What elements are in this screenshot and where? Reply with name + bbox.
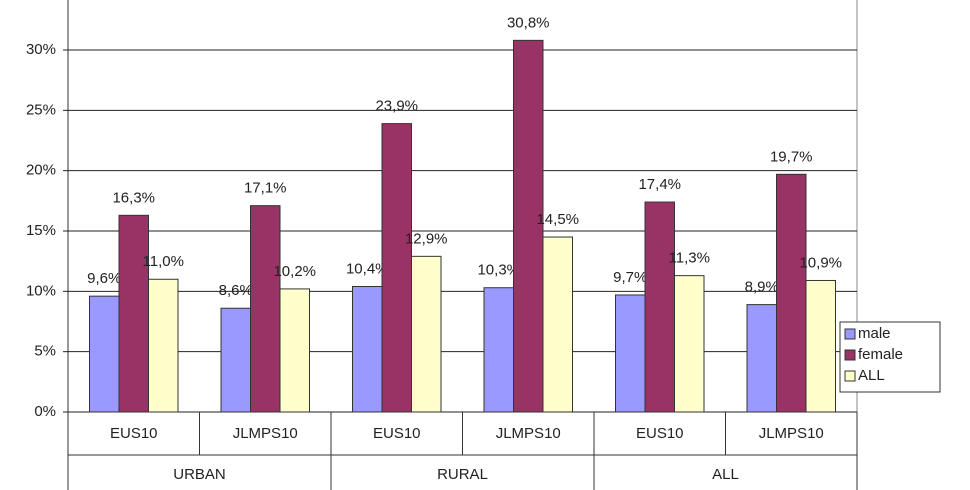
x-tick-label: JLMPS10 xyxy=(233,425,298,442)
y-tick-label: 15% xyxy=(26,222,56,239)
data-label: 10,3% xyxy=(477,262,520,279)
bar xyxy=(411,255,442,413)
data-label: 16,3% xyxy=(112,189,155,206)
group-label: URBAN xyxy=(173,466,226,483)
y-tick-label: 5% xyxy=(34,343,56,360)
legend-label: male xyxy=(858,325,891,342)
data-label: 9,7% xyxy=(613,269,647,286)
bar xyxy=(148,278,179,413)
legend-box xyxy=(839,321,941,393)
data-label: 10,4% xyxy=(346,260,389,277)
bar xyxy=(674,275,705,413)
y-tick-label: 30% xyxy=(26,41,56,58)
bar xyxy=(644,201,675,413)
legend-swatch xyxy=(844,349,856,361)
data-label: 30,8% xyxy=(507,14,550,31)
data-label: 19,7% xyxy=(770,148,813,165)
bar xyxy=(483,287,514,413)
bar xyxy=(89,295,120,413)
bar xyxy=(250,205,281,413)
bar xyxy=(746,304,777,413)
data-label: 17,4% xyxy=(638,176,681,193)
data-label: 8,6% xyxy=(219,282,253,299)
x-tick-label: EUS10 xyxy=(373,425,421,442)
bar xyxy=(615,294,646,413)
data-label: 8,9% xyxy=(745,279,779,296)
data-label: 17,1% xyxy=(244,180,287,197)
data-label: 14,5% xyxy=(536,211,579,228)
y-tick-label: 25% xyxy=(26,101,56,118)
legend-label: female xyxy=(858,346,903,363)
y-tick-label: 20% xyxy=(26,162,56,179)
data-label: 10,2% xyxy=(273,263,316,280)
x-tick-label: JLMPS10 xyxy=(496,425,561,442)
x-tick-label: JLMPS10 xyxy=(759,425,824,442)
bar xyxy=(542,236,573,413)
y-tick-label: 0% xyxy=(34,403,56,420)
data-label: 11,3% xyxy=(669,250,710,267)
group-label: ALL xyxy=(712,466,739,483)
bar xyxy=(805,279,836,413)
data-label: 11,0% xyxy=(143,253,184,270)
bar xyxy=(381,123,412,413)
bar xyxy=(513,39,544,413)
data-label: 23,9% xyxy=(375,98,418,115)
y-tick-label: 10% xyxy=(26,282,56,299)
bar xyxy=(118,214,149,413)
x-tick-label: EUS10 xyxy=(636,425,684,442)
bar xyxy=(352,286,383,413)
data-label: 12,9% xyxy=(405,230,448,247)
bar xyxy=(279,288,310,413)
data-label: 10,9% xyxy=(799,254,842,271)
data-label: 9,6% xyxy=(87,270,121,287)
legend-label: ALL xyxy=(858,367,885,384)
bar xyxy=(220,307,251,413)
x-tick-label: EUS10 xyxy=(110,425,158,442)
bar xyxy=(776,173,807,413)
group-label: RURAL xyxy=(437,466,488,483)
legend-swatch xyxy=(844,370,856,382)
legend-swatch xyxy=(844,328,856,340)
